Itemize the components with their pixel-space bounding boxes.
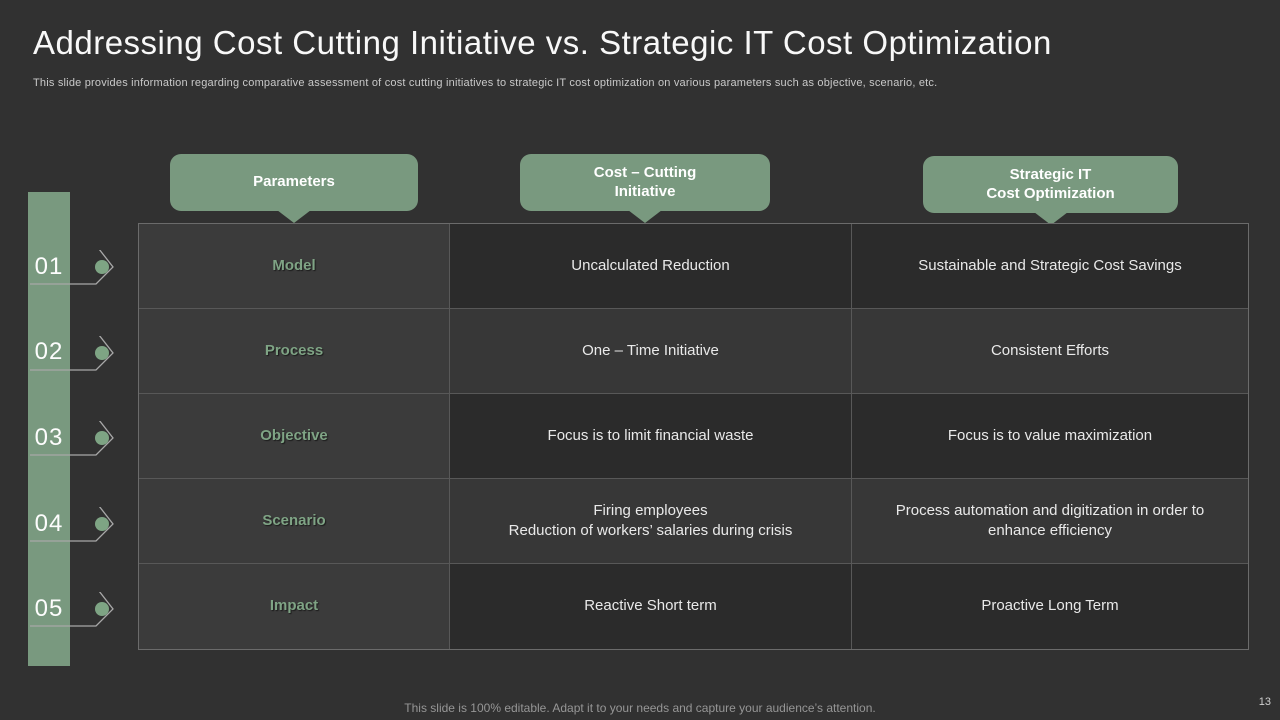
cell-parameter: Model xyxy=(139,224,450,309)
cell-strategic: Consistent Efforts xyxy=(852,309,1248,394)
page-subtitle: This slide provides information regardin… xyxy=(33,77,938,89)
cell-strategic: Sustainable and Strategic Cost Savings xyxy=(852,224,1248,309)
row-number-4: 04 xyxy=(34,510,64,537)
chevron-connector-icon xyxy=(30,592,114,627)
chevron-connector-icon xyxy=(30,507,114,542)
page-number: 13 xyxy=(1258,696,1271,708)
cell-cost-cutting: Reactive Short term xyxy=(450,564,852,649)
row-number-3: 03 xyxy=(34,424,64,451)
chevron-connector-icon xyxy=(30,421,114,456)
cell-parameter: Objective xyxy=(139,394,450,479)
cell-strategic: Focus is to value maximization xyxy=(852,394,1248,479)
cell-parameter: Scenario xyxy=(139,479,450,564)
cell-cost-cutting: One – Time Initiative xyxy=(450,309,852,394)
chevron-connector-icon xyxy=(30,250,114,285)
number-bar xyxy=(28,192,70,666)
cell-cost-cutting: Firing employees Reduction of workers’ s… xyxy=(450,479,852,564)
cell-cost-cutting: Focus is to limit financial waste xyxy=(450,394,852,479)
cell-parameter: Process xyxy=(139,309,450,394)
cell-parameter: Impact xyxy=(139,564,450,649)
tab-strategic-it-cost-optimization: Strategic IT Cost Optimization xyxy=(923,156,1178,225)
cell-strategic: Process automation and digitization in o… xyxy=(852,479,1248,564)
cell-cost-cutting: Uncalculated Reduction xyxy=(450,224,852,309)
tab-parameters: Parameters xyxy=(170,154,418,223)
row-number-1: 01 xyxy=(34,253,64,280)
cell-strategic: Proactive Long Term xyxy=(852,564,1248,649)
tab-cost-cutting-initiative: Cost – Cutting Initiative xyxy=(520,154,770,223)
page-title: Addressing Cost Cutting Initiative vs. S… xyxy=(33,24,1052,61)
chevron-connector-icon xyxy=(30,336,114,371)
comparison-table: Model Uncalculated Reduction Sustainable… xyxy=(138,223,1249,650)
row-number-5: 05 xyxy=(34,595,64,622)
editable-note: This slide is 100% editable. Adapt it to… xyxy=(404,701,876,715)
row-number-2: 02 xyxy=(34,338,64,365)
